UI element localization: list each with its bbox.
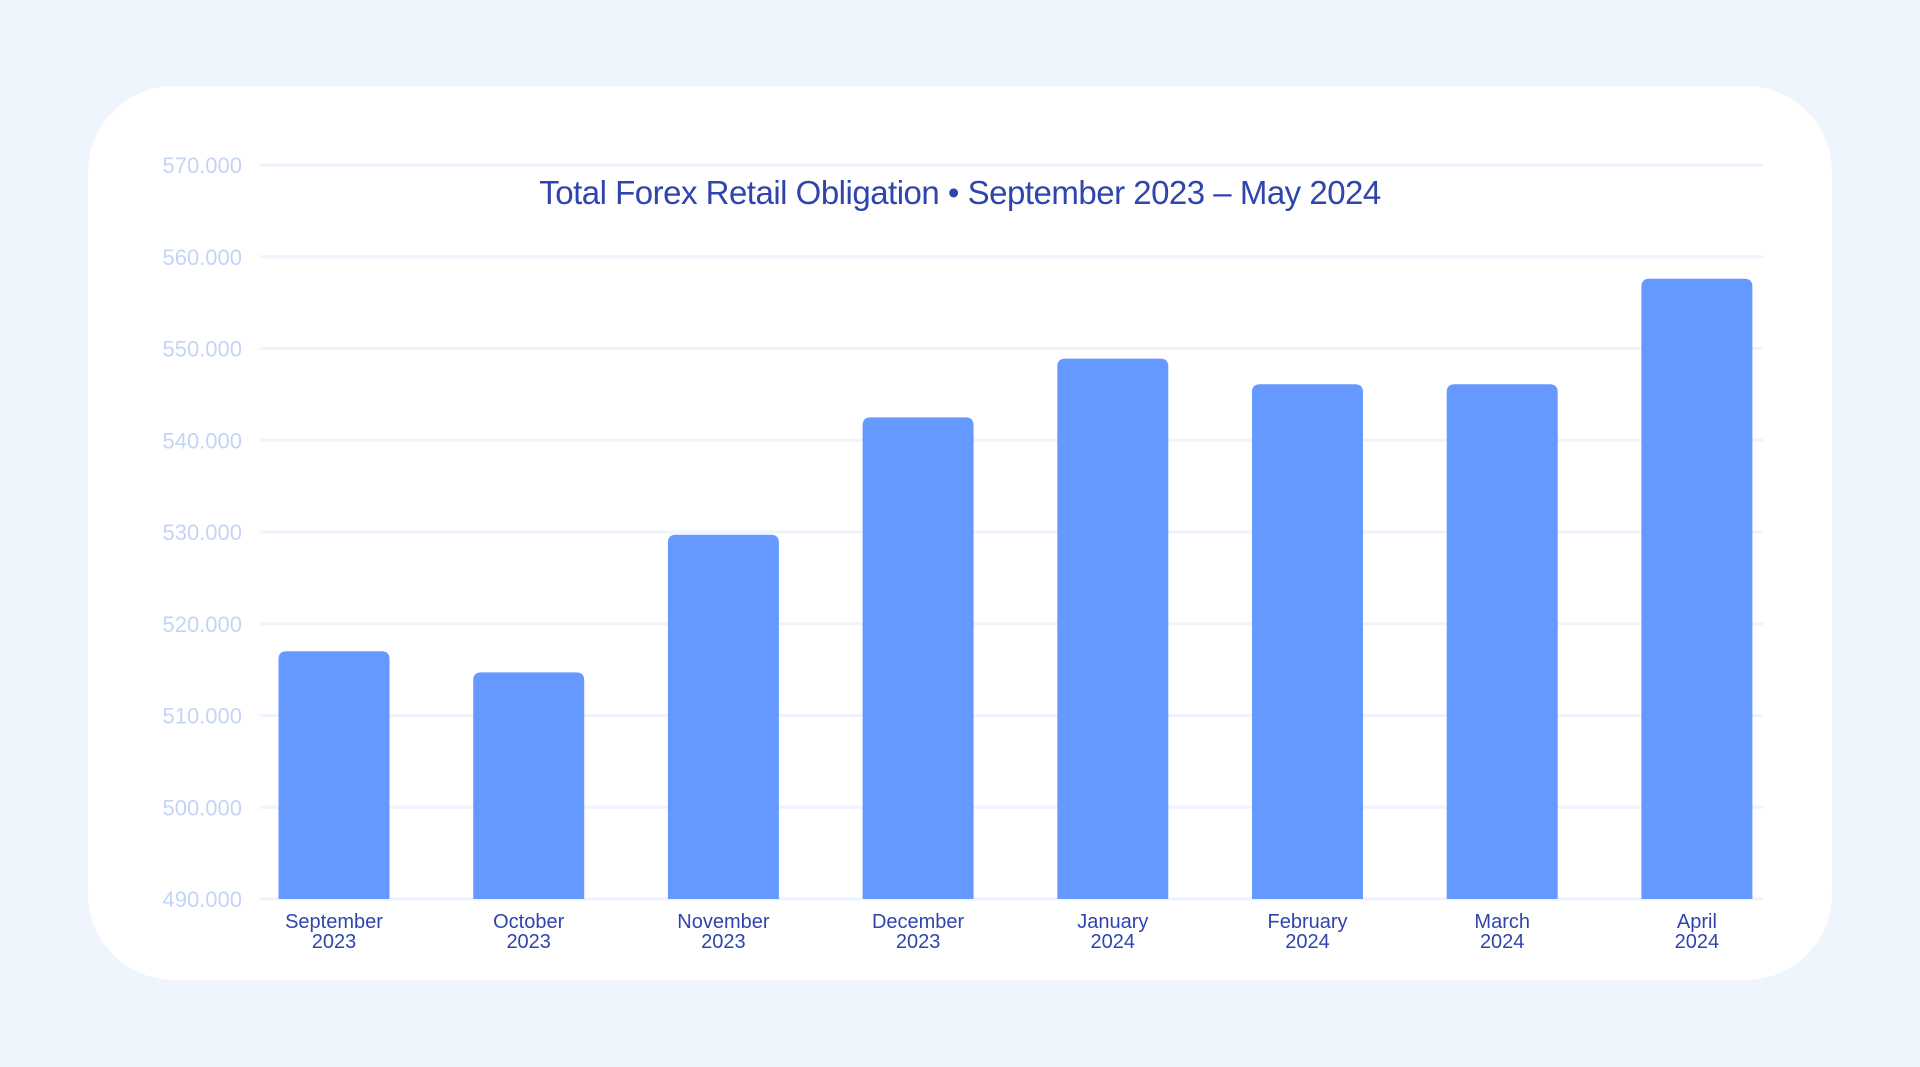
x-tick-label-year: 2024 [1480,931,1525,953]
x-tick-label-year: 2024 [1675,931,1720,953]
x-tick-label: September [285,911,383,933]
chart-title: Total Forex Retail Obligation • Septembe… [539,174,1381,211]
x-tick-label-year: 2024 [1285,931,1330,953]
x-tick-label-year: 2024 [1091,931,1136,953]
x-tick-label-year: 2023 [896,931,941,953]
y-tick-label: 510.000 [162,704,242,729]
bar [1641,278,1753,899]
y-tick-label: 500.000 [162,795,242,820]
bar [473,672,585,899]
x-tick-label-year: 2023 [506,931,551,953]
y-tick-label: 490.000 [162,887,242,912]
bar [667,534,779,899]
x-tick-label: March [1474,911,1530,933]
x-tick-label: December [872,911,965,933]
x-tick-label: January [1077,911,1148,933]
y-tick-label: 530.000 [162,520,242,545]
x-tick-label: October [493,911,564,933]
y-tick-label: 540.000 [162,428,242,453]
x-tick-label: April [1677,911,1717,933]
y-tick-label: 560.000 [162,245,242,270]
x-tick-label: November [677,911,770,933]
bar [862,417,974,899]
bar [1057,358,1169,899]
bar [278,651,390,899]
y-tick-label: 520.000 [162,612,242,637]
x-tick-label-year: 2023 [701,931,746,953]
x-tick-label-year: 2023 [312,931,357,953]
bar [1252,384,1363,900]
bar [1446,384,1558,900]
y-tick-label: 550.000 [162,337,242,362]
x-tick-label: February [1267,911,1347,933]
y-tick-label: 570.000 [162,153,242,178]
